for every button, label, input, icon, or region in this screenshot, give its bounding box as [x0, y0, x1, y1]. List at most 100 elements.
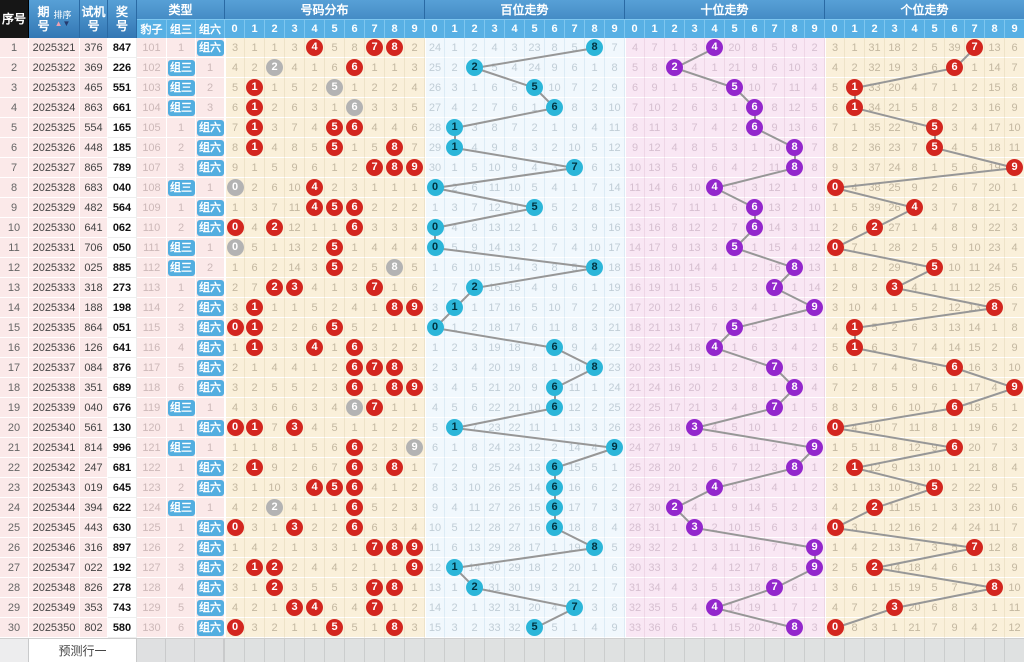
units-cell: 1 — [925, 498, 945, 518]
units-cell: 1 — [845, 358, 865, 378]
tens-cell: 5 — [685, 618, 705, 638]
hundreds-cell: 4 — [565, 238, 585, 258]
hundreds-cell: 1 — [445, 418, 465, 438]
dist-cell: 2 — [225, 358, 245, 378]
units-cell: 5 — [825, 338, 845, 358]
units-cell: 9 — [965, 218, 985, 238]
units-cell: 1 — [945, 458, 965, 478]
sort-control[interactable]: 排序 ▲▼ — [53, 10, 71, 28]
dist-cell: 1 — [365, 418, 385, 438]
tens-cell: 7 — [685, 118, 705, 138]
dist-cell: 4 — [405, 78, 425, 98]
prize-number-cell: 622 — [108, 498, 137, 518]
hundreds-cell: 6 — [605, 558, 625, 578]
hundreds-cell: 3 — [545, 158, 565, 178]
hundreds-cell: 1 — [445, 158, 465, 178]
tens-cell: 2 — [685, 458, 705, 478]
hundreds-cell: 5 — [525, 198, 545, 218]
tens-cell: 4 — [705, 38, 725, 58]
zuliu-cell: 组六 — [196, 518, 225, 538]
tens-cell: 3 — [705, 398, 725, 418]
units-cell: 12 — [1005, 618, 1024, 638]
red-ball: 1 — [246, 139, 263, 156]
units-cell: 0 — [825, 418, 845, 438]
hundreds-cell: 17 — [605, 238, 625, 258]
hundreds-cell: 1 — [545, 538, 565, 558]
hundreds-cell: 24 — [505, 458, 525, 478]
hundreds-cell: 11 — [565, 378, 585, 398]
hundreds-cell: 6 — [565, 278, 585, 298]
dist-cell: 5 — [305, 138, 325, 158]
sort-arrows-icon[interactable]: ▲▼ — [54, 19, 71, 28]
dist-cell: 8 — [385, 578, 405, 598]
tens-cell: 6 — [705, 298, 725, 318]
zuliu-cell: 2 — [196, 78, 225, 98]
units-cell: 14 — [885, 558, 905, 578]
tens-cell: 9 — [805, 298, 825, 318]
units-cell: 11 — [905, 418, 925, 438]
dist-cell: 3 — [245, 518, 265, 538]
units-cell: 1 — [1005, 178, 1024, 198]
dist-cell: 3 — [225, 378, 245, 398]
purple-ball: 7 — [766, 359, 783, 376]
digit-header: 5 — [525, 19, 545, 38]
dist-cell: 1 — [365, 178, 385, 198]
dist-cell: 5 — [405, 258, 425, 278]
hundreds-cell: 8 — [585, 258, 605, 278]
units-cell: 13 — [985, 38, 1005, 58]
dist-cell: 2 — [265, 558, 285, 578]
tens-cell: 5 — [725, 418, 745, 438]
dist-cell: 9 — [405, 158, 425, 178]
tens-cell: 1 — [785, 398, 805, 418]
tens-cell: 3 — [805, 498, 825, 518]
hundreds-cell: 1 — [565, 178, 585, 198]
dist-cell: 4 — [405, 518, 425, 538]
tens-cell: 2 — [665, 538, 685, 558]
period-cell: 2025340 — [29, 418, 80, 438]
digit-header: 3 — [885, 19, 905, 38]
dist-cell: 4 — [245, 218, 265, 238]
red-ball: 9 — [406, 559, 423, 576]
hundreds-cell: 26 — [505, 498, 525, 518]
zusan-cell: 1 — [167, 518, 196, 538]
units-cell: 6 — [945, 558, 965, 578]
hundreds-cell: 6 — [465, 398, 485, 418]
dist-cell: 3 — [405, 58, 425, 78]
dist-cell: 4 — [305, 118, 325, 138]
hundreds-cell: 25 — [485, 458, 505, 478]
dist-cell: 3 — [285, 38, 305, 58]
units-cell: 7 — [885, 418, 905, 438]
tens-cell: 27 — [625, 498, 645, 518]
hundreds-cell: 2 — [545, 438, 565, 458]
units-cell: 10 — [965, 238, 985, 258]
units-cell: 19 — [965, 418, 985, 438]
tens-cell: 4 — [805, 518, 825, 538]
dist-cell: 2 — [405, 38, 425, 58]
dist-cell: 5 — [325, 578, 345, 598]
hundreds-cell: 8 — [505, 138, 525, 158]
dist-cell: 1 — [385, 478, 405, 498]
units-cell: 16 — [985, 98, 1005, 118]
hundreds-cell: 4 — [585, 338, 605, 358]
hundreds-cell: 2 — [585, 578, 605, 598]
period-cell: 2025336 — [29, 338, 80, 358]
col-header-seq: 序号 — [0, 0, 29, 38]
tens-cell: 7 — [705, 318, 725, 338]
cyan-ball: 5 — [526, 199, 543, 216]
hundreds-cell: 10 — [465, 258, 485, 278]
red-ball: 2 — [266, 279, 283, 296]
gray-ball: 2 — [266, 59, 283, 76]
cyan-ball: 6 — [546, 479, 563, 496]
dist-cell: 1 — [305, 498, 325, 518]
tens-cell: 22 — [645, 338, 665, 358]
units-cell: 6 — [905, 118, 925, 138]
tens-cell: 2 — [765, 318, 785, 338]
tens-cell: 15 — [645, 198, 665, 218]
hundreds-cell: 7 — [605, 578, 625, 598]
dist-cell: 2 — [265, 318, 285, 338]
units-cell: 9 — [945, 618, 965, 638]
units-cell: 8 — [825, 138, 845, 158]
prediction-label[interactable]: 预测行一 — [29, 638, 137, 662]
tens-cell: 13 — [725, 578, 745, 598]
hundreds-cell: 29 — [485, 538, 505, 558]
